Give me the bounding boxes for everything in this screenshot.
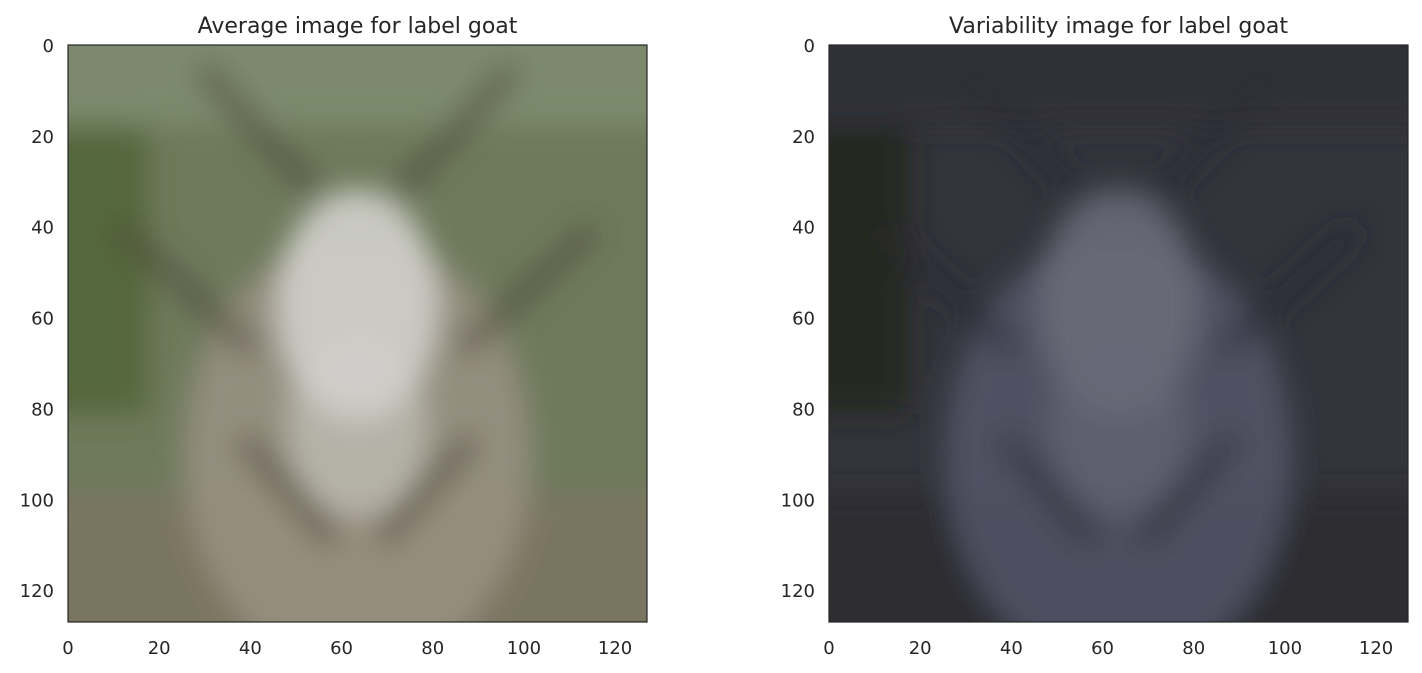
- image-heatmap: [829, 45, 1408, 622]
- y-tick-label: 40: [31, 218, 54, 239]
- tone-streak: [997, 433, 1100, 546]
- x-tick-label: 40: [239, 638, 262, 659]
- y-tick-label: 60: [31, 309, 54, 330]
- x-tick-label: 0: [823, 638, 834, 659]
- tone-streak: [1217, 223, 1360, 356]
- x-tick-label: 20: [909, 638, 932, 659]
- chart-title: Variability image for label goat: [949, 14, 1288, 39]
- tone-left: [829, 125, 909, 414]
- x-tick-label: 60: [330, 638, 353, 659]
- tone-streak: [116, 223, 259, 356]
- y-tick-label: 80: [792, 399, 815, 420]
- y-tick-label: 120: [781, 581, 815, 602]
- tone-streak: [1137, 433, 1240, 546]
- y-tick-label: 80: [31, 399, 54, 420]
- x-tick-label: 40: [1000, 638, 1023, 659]
- tone-streak: [957, 63, 1090, 206]
- tone-top: [68, 45, 647, 125]
- tone-streak: [386, 63, 519, 206]
- tone-streak: [376, 433, 479, 546]
- chart-panel-1: Average image for label goat 0 20 40 60 80 100…: [20, 14, 648, 659]
- tone-left: [68, 125, 148, 414]
- y-tick-label: 20: [31, 127, 54, 148]
- tone-streak: [877, 223, 1020, 356]
- x-tick-label: 120: [598, 638, 632, 659]
- tone-top: [829, 45, 1408, 125]
- y-tick-label: 0: [43, 36, 54, 57]
- tone-streak: [456, 223, 599, 356]
- tone-streak: [236, 433, 339, 546]
- axes-frame: [828, 44, 1409, 623]
- x-tick-label: 100: [507, 638, 541, 659]
- tone-streak: [1147, 63, 1280, 206]
- x-tick-label: 120: [1359, 638, 1393, 659]
- tone-center-lower: [288, 332, 427, 517]
- image-heatmap: [68, 45, 647, 622]
- axes-frame: [67, 44, 648, 623]
- x-tick-label: 60: [1091, 638, 1114, 659]
- y-tick-label: 40: [792, 218, 815, 239]
- y-tick-label: 0: [804, 36, 815, 57]
- tone-center-lower: [1049, 332, 1188, 517]
- x-tick-label: 20: [148, 638, 171, 659]
- chart-title: Average image for label goat: [198, 14, 518, 39]
- y-tick-label: 100: [20, 490, 54, 511]
- x-tick-label: 80: [1182, 638, 1205, 659]
- x-tick-label: 100: [1268, 638, 1302, 659]
- chart-panel-2: Variability image for label goat 0 20 40 60 8…: [781, 14, 1409, 659]
- y-tick-label: 20: [792, 127, 815, 148]
- tone-streak: [196, 63, 329, 206]
- x-tick-label: 0: [62, 638, 73, 659]
- y-tick-label: 120: [20, 581, 54, 602]
- y-tick-label: 60: [792, 309, 815, 330]
- x-tick-label: 80: [421, 638, 444, 659]
- y-tick-label: 100: [781, 490, 815, 511]
